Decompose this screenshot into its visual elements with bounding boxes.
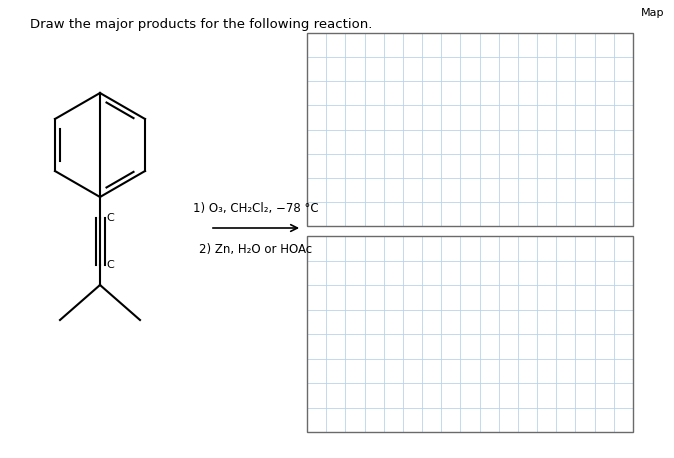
Text: 2) Zn, H₂O or HOAc: 2) Zn, H₂O or HOAc xyxy=(200,243,313,256)
Text: 1) O₃, CH₂Cl₂, −78 °C: 1) O₃, CH₂Cl₂, −78 °C xyxy=(193,202,319,215)
Text: Draw the major products for the following reaction.: Draw the major products for the followin… xyxy=(30,18,372,31)
Bar xyxy=(307,33,633,226)
Text: C: C xyxy=(106,213,114,223)
Bar xyxy=(307,236,633,432)
Text: Map: Map xyxy=(640,8,664,18)
Text: C: C xyxy=(106,260,114,270)
